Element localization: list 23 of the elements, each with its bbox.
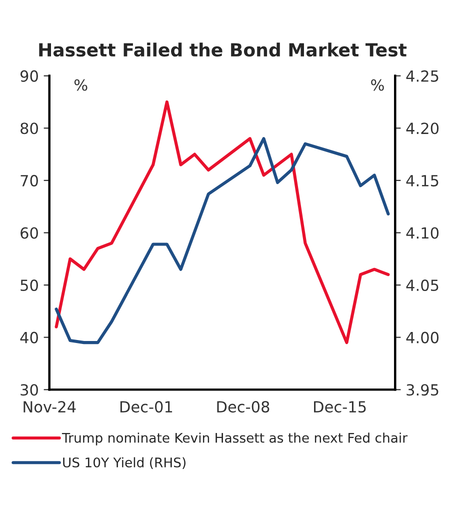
y2-tick-label: 4.00 (406, 332, 439, 344)
y2-tick-label: 4.10 (406, 227, 439, 239)
x-tick-label: Dec-15 (314, 401, 366, 413)
y-tick-label: 40 (20, 332, 38, 344)
legend-label: US 10Y Yield (RHS) (63, 457, 186, 469)
annotation: % (74, 79, 88, 91)
y2-tick-label: 4.15 (406, 175, 438, 186)
y2-tick-label: 4.20 (406, 122, 439, 134)
y2-tick-label: 4.05 (406, 280, 438, 292)
y-tick-label: 80 (20, 122, 38, 134)
chart-title: Hassett Failed the Bond Market Test (39, 42, 407, 57)
x-tick-label: Dec-08 (217, 401, 270, 413)
x-tick-label: Dec-01 (120, 401, 172, 413)
annotation: % (371, 79, 384, 91)
y-tick-label: 90 (20, 70, 38, 82)
y2-tick-label: 3.95 (406, 384, 438, 396)
y-tick-label: 50 (20, 280, 38, 292)
y2-tick-label: 4.25 (406, 70, 438, 82)
y-tick-label: 60 (20, 227, 38, 239)
legend-label: Trump nominate Kevin Hassett as the next Fed chair (62, 432, 408, 446)
y-tick-label: 30 (20, 384, 38, 396)
y-tick-label: 70 (20, 174, 38, 186)
x-tick-label: Nov-24 (24, 401, 76, 413)
